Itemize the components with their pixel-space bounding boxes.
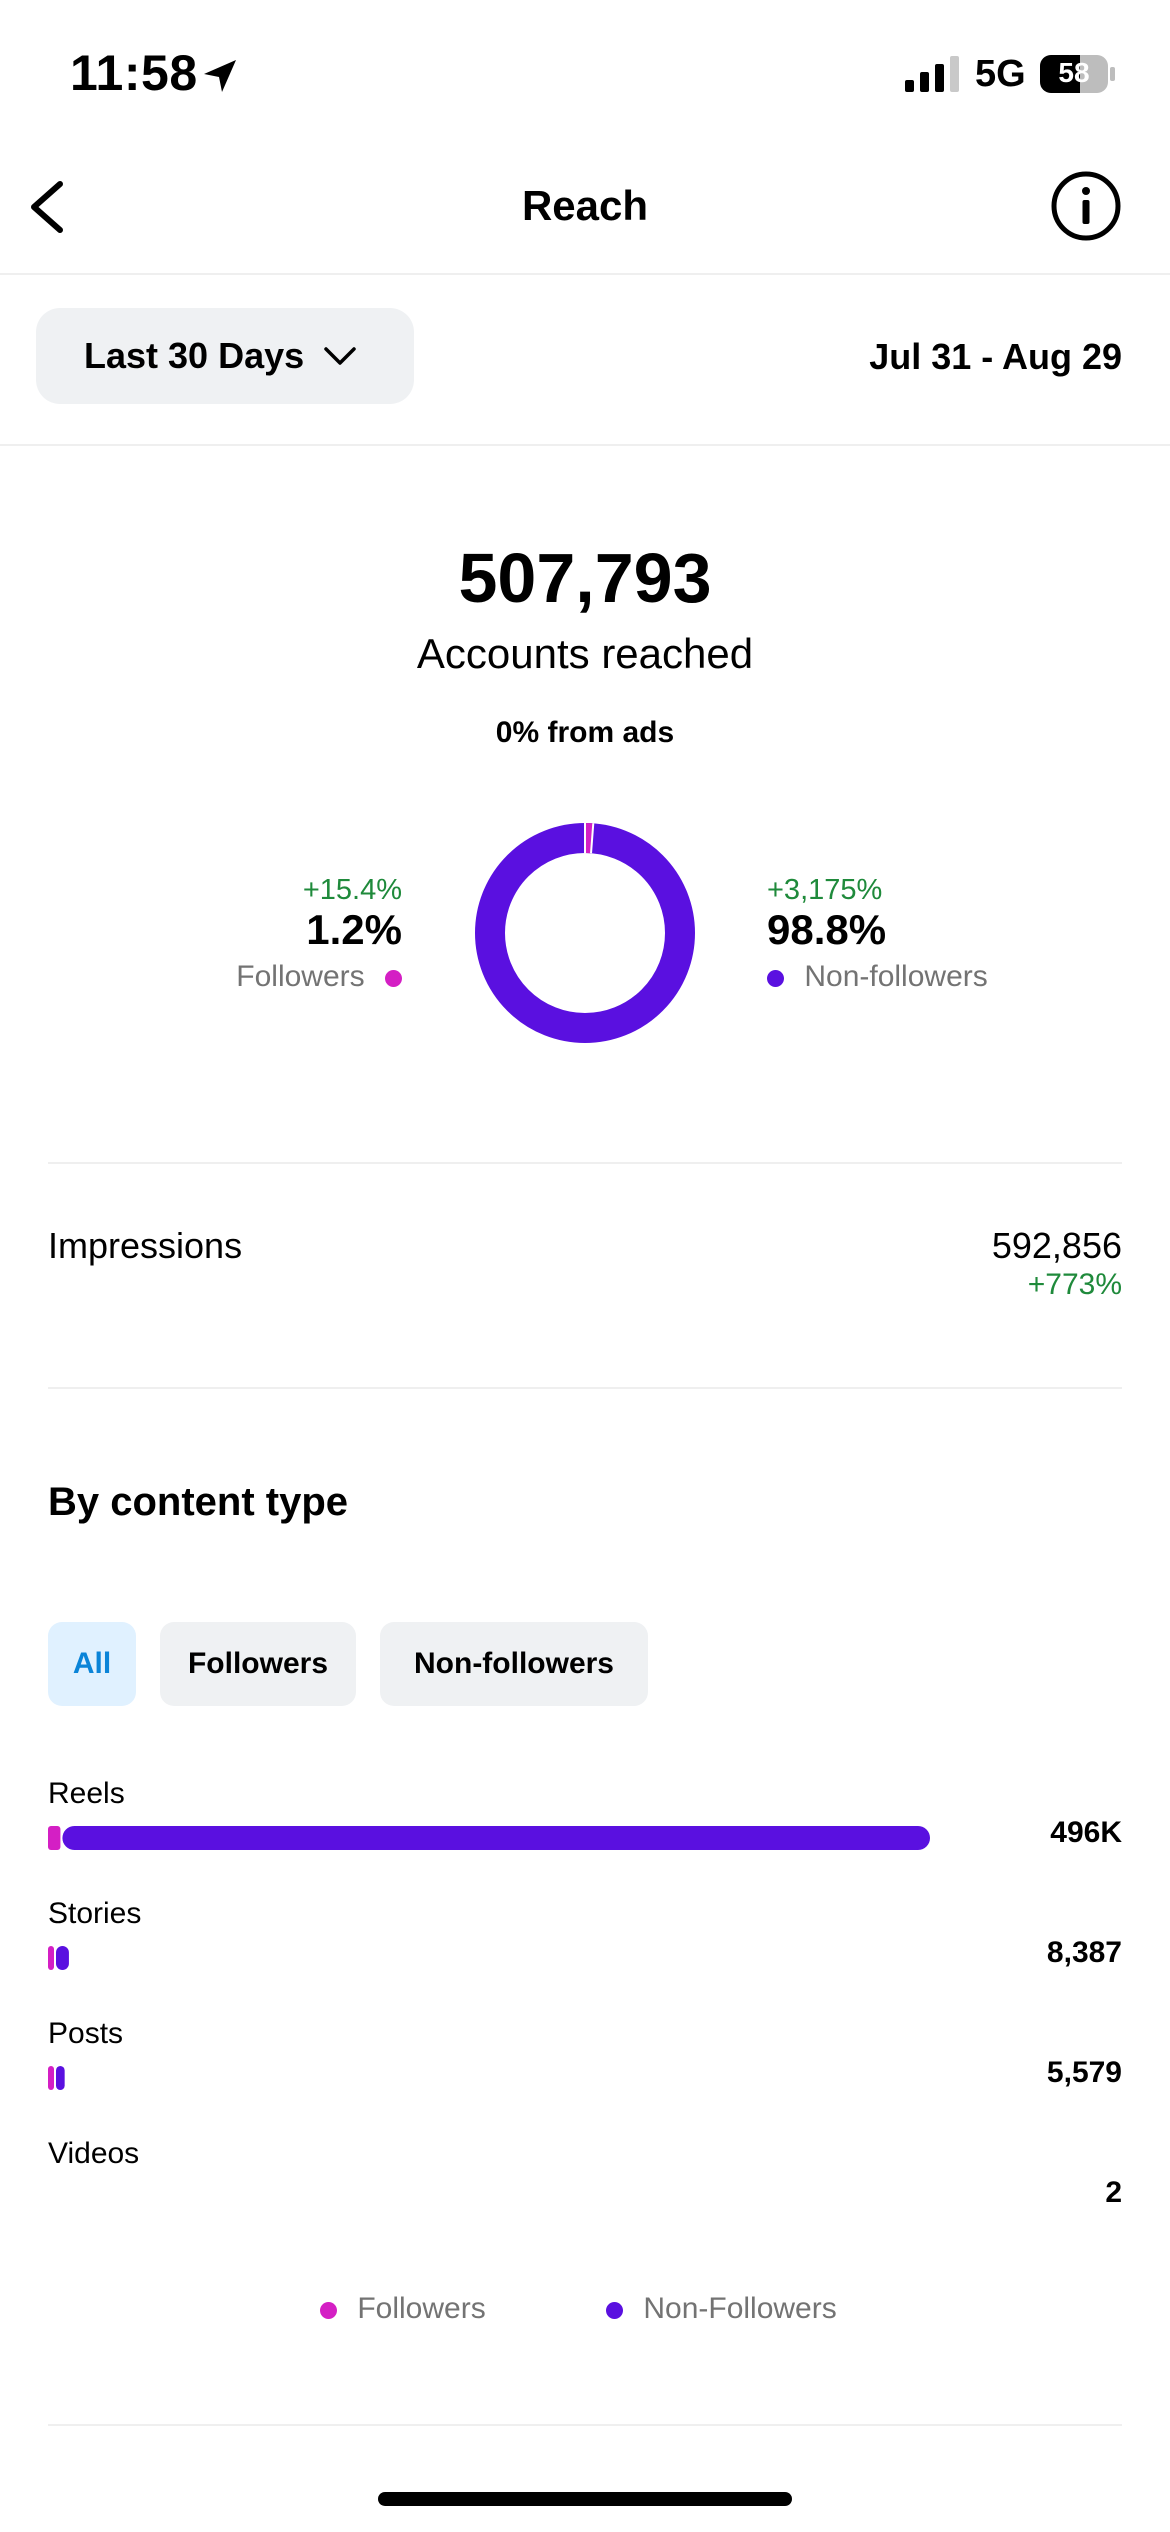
- content-row-value-posts: 5,579: [1046, 2056, 1122, 2089]
- chevron-down-icon: [324, 347, 356, 365]
- donut-gap: [590, 823, 595, 854]
- content-row-value-stories: 8,387: [1046, 1936, 1122, 1969]
- content-bar-posts: [48, 2066, 65, 2090]
- date-range-label: Last 30 Days: [84, 335, 305, 376]
- content-row-label-stories: Stories: [48, 1897, 142, 1930]
- impressions-change: +773%: [1027, 1268, 1122, 1301]
- legend-non-followers-label: Non-Followers: [643, 2292, 837, 2325]
- content-bar-videos: [48, 2186, 988, 2210]
- content-row-label-posts: Posts: [48, 2017, 124, 2050]
- header-divider: [0, 273, 1170, 275]
- page-title: Reach: [521, 182, 649, 229]
- impressions-value: 592,856: [991, 1225, 1122, 1266]
- accounts-reached-total: 507,793: [458, 539, 712, 617]
- followers-percent: 1.2%: [306, 906, 402, 953]
- bar-non-followers-segment: [56, 1946, 69, 1970]
- info-icon[interactable]: [1050, 170, 1122, 242]
- filter-chip-non-followers[interactable]: Non-followers: [380, 1622, 648, 1706]
- range-divider: [0, 444, 1170, 446]
- followers-legend-label: Followers: [236, 960, 365, 993]
- from-ads-text: 0% from ads: [495, 716, 675, 749]
- date-range-text: Jul 31 - Aug 29: [869, 336, 1122, 377]
- followers-dot-icon: [385, 969, 402, 987]
- bar-followers-segment: [48, 2066, 54, 2090]
- battery-icon: 58: [1040, 55, 1116, 93]
- reach-donut-chart: [475, 823, 695, 1043]
- network-type: 5G: [975, 53, 1026, 95]
- non-followers-legend: Non-followers: [767, 960, 988, 994]
- non-followers-dot-icon: [767, 969, 784, 987]
- content-row-label-videos: Videos: [48, 2137, 140, 2170]
- followers-legend: Followers: [236, 960, 402, 994]
- content-row-label-reels: Reels: [48, 1777, 125, 1810]
- donut-non-followers-ring: [475, 823, 695, 1043]
- chart-legend-non-followers: Non-Followers: [606, 2292, 837, 2326]
- date-range-dropdown[interactable]: Last 30 Days: [36, 308, 414, 404]
- cellular-signal-icon: [905, 56, 959, 92]
- followers-change: +15.4%: [302, 874, 402, 906]
- bar-followers-segment: [48, 1946, 54, 1970]
- content-bar-reels: [48, 1826, 930, 1850]
- legend-non-followers-dot-icon: [606, 2301, 623, 2319]
- legend-followers-label: Followers: [357, 2292, 486, 2325]
- accounts-reached-label: Accounts reached: [416, 630, 754, 677]
- content-row-value-reels: 496K: [1050, 1816, 1122, 1849]
- impressions-label: Impressions: [48, 1225, 243, 1266]
- non-followers-percent: 98.8%: [767, 906, 887, 953]
- filter-chip-followers[interactable]: Followers: [160, 1622, 356, 1706]
- back-arrow-icon[interactable]: [20, 172, 80, 242]
- battery-level: 58: [1058, 57, 1090, 88]
- non-followers-legend-label: Non-followers: [804, 960, 988, 993]
- bar-followers-segment: [48, 1826, 61, 1850]
- bar-non-followers-segment: [56, 2066, 65, 2090]
- chart-legend-followers: Followers: [320, 2292, 486, 2326]
- content-bar-stories: [48, 1946, 69, 1970]
- content-row-value-videos: 2: [1105, 2176, 1122, 2209]
- content-type-title: By content type: [48, 1480, 349, 1524]
- non-followers-change: +3,175%: [767, 874, 883, 906]
- filter-chip-all[interactable]: All: [48, 1622, 136, 1706]
- home-indicator[interactable]: [378, 2492, 792, 2506]
- status-time: 11:58: [70, 45, 198, 101]
- bottom-divider: [48, 2424, 1122, 2426]
- legend-followers-dot-icon: [320, 2301, 337, 2319]
- summary-divider: [48, 1162, 1122, 1164]
- location-arrow-icon: [204, 60, 236, 92]
- impressions-divider: [48, 1387, 1122, 1389]
- bar-non-followers-segment: [62, 1826, 930, 1850]
